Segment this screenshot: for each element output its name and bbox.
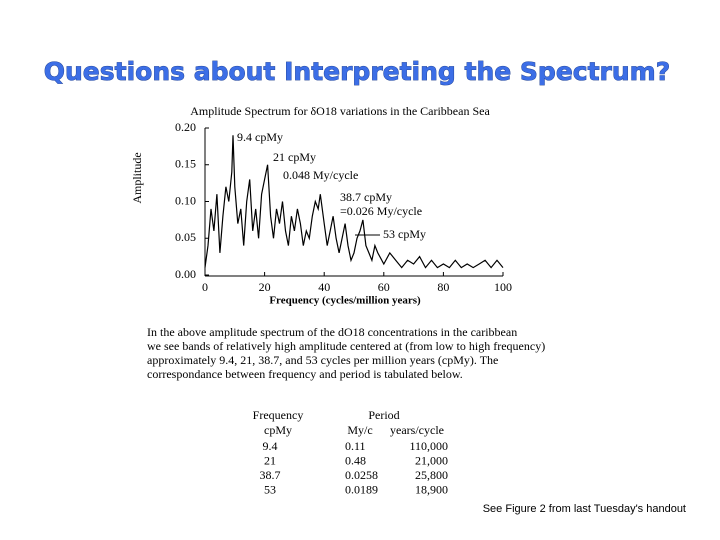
x-tick-label: 40 (318, 280, 330, 294)
annotation: =0.026 My/cycle (340, 204, 422, 218)
x-tick-label: 60 (378, 280, 390, 294)
table-cell: 18,900 (415, 482, 448, 496)
paragraph-line: approximately 9.4, 21, 38.7, and 53 cycl… (147, 353, 498, 367)
table-cell: 21 (264, 453, 276, 467)
table-header: Frequency (253, 408, 304, 422)
y-axis-label: Amplitude (130, 152, 144, 203)
spectrum-line (204, 135, 504, 269)
annotation: 9.4 cpMy (237, 130, 283, 144)
annotation: 38.7 cpMy (340, 190, 392, 204)
table-cell: 0.0258 (345, 468, 378, 482)
table-subheader: cpMy (264, 423, 292, 437)
table-cell: 21,000 (415, 453, 448, 467)
table-cell: 53 (264, 482, 276, 496)
y-tick-label: 0.10 (175, 193, 196, 207)
x-tick-label: 0 (202, 280, 208, 294)
table-subheader: My/c (347, 423, 372, 437)
table-cell: 110,000 (409, 439, 448, 453)
x-axis-label: Frequency (cycles/million years) (269, 295, 421, 307)
x-tick-label: 20 (259, 280, 271, 294)
table-cell: 25,800 (415, 468, 448, 482)
paragraph-line: correspondance between frequency and per… (147, 367, 463, 381)
table-cell: 0.0189 (345, 482, 378, 496)
table-cell: 9.4 (263, 439, 278, 453)
y-tick-label: 0.20 (175, 120, 196, 134)
chart-title: Amplitude Spectrum for δO18 variations i… (190, 104, 490, 118)
paragraph-line: In the above amplitude spectrum of the d… (147, 325, 517, 339)
table-cell: 38.7 (260, 468, 281, 482)
x-tick-label: 80 (437, 280, 449, 294)
table-cell: 0.11 (345, 439, 366, 453)
y-tick-label: 0.15 (175, 157, 196, 171)
x-tick-label: 100 (494, 280, 512, 294)
table-cell: 0.48 (345, 453, 366, 467)
table-subheader: years/cycle (390, 423, 444, 437)
annotation: 53 cpMy (383, 227, 426, 241)
footnote: See Figure 2 from last Tuesday's handout (483, 503, 686, 515)
annotation: 0.048 My/cycle (283, 168, 358, 182)
paragraph-line: we see bands of relatively high amplitud… (147, 339, 545, 353)
annotation: 21 cpMy (273, 150, 316, 164)
y-tick-label: 0.05 (175, 230, 196, 244)
y-tick-label: 0.00 (175, 267, 196, 281)
table-header: Period (368, 408, 399, 422)
slide-title: Questions about Interpreting the Spectru… (44, 57, 671, 86)
